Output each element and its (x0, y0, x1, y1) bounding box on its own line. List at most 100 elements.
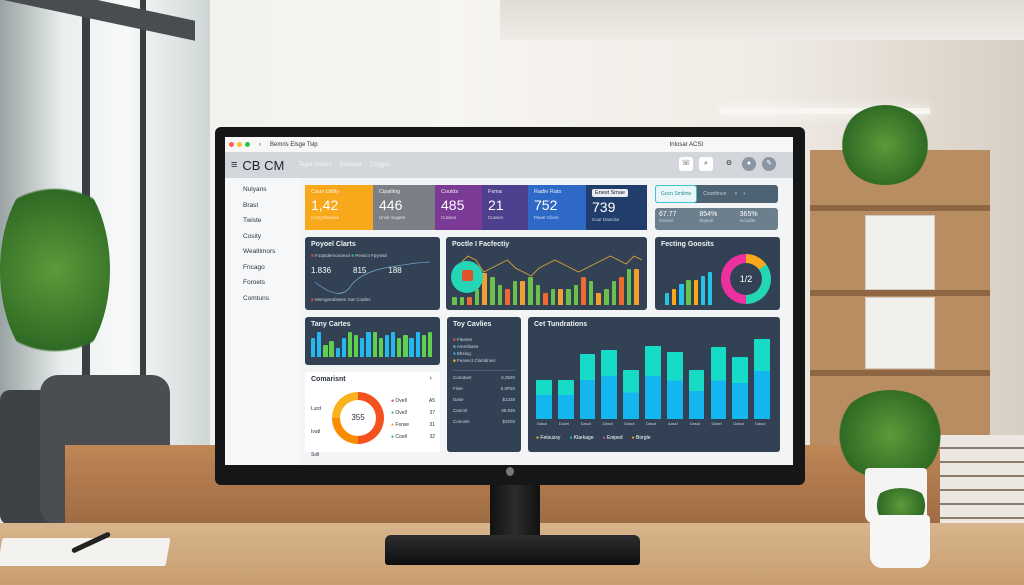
kpi-card[interactable]: Enest Smae 739 Cour Dancise (586, 185, 647, 230)
kpi-card[interactable]: Cipalling 446 Unolr Sogers (373, 185, 435, 230)
kpi-card[interactable]: Radie Rats 752 Paver Cliers (528, 185, 586, 230)
category-label: Dasul (689, 421, 700, 426)
nav-item[interactable]: Cogges (370, 162, 391, 168)
sidebar-item[interactable]: Fncago (243, 263, 265, 271)
search-icon[interactable]: ⌕ (699, 157, 713, 171)
bar (581, 277, 586, 305)
stat: 67.77 Dasner (659, 211, 677, 223)
stat: 365% Incodite (739, 211, 758, 223)
kpi-value: 21 (488, 197, 504, 213)
kpi-value: 739 (592, 199, 616, 215)
kpi-card[interactable]: Fsma 21 Cusses (482, 185, 528, 230)
bar (354, 335, 359, 357)
card-title: Fecting Goosits (661, 241, 714, 248)
factory-trend (452, 255, 642, 277)
bar (535, 285, 541, 305)
kpi-card[interactable]: Coun Utility 1,42 Cong Elursies (305, 185, 373, 230)
sidebar-item[interactable]: Wealtimors (243, 248, 276, 255)
stats-panel: 67.77 Dasner 854% Beplotr 365% Incodite (655, 208, 778, 230)
bar (634, 269, 639, 305)
sidebar-item[interactable]: Foroets (243, 279, 266, 286)
close-dot[interactable] (229, 142, 234, 147)
legend-item: ● Fetsuzsy (536, 435, 561, 441)
kpi-value: 485 (441, 197, 465, 213)
legend-item: ● Borgle (631, 435, 651, 441)
chevron-right-icon[interactable]: › (743, 191, 746, 197)
sidebar-item[interactable]: Nulyans (243, 186, 267, 193)
chevron-right-icon[interactable]: › (429, 375, 432, 382)
factory-card: Poctle I Facfectiy (446, 237, 647, 310)
card-title: Toy Cavlies (453, 321, 492, 328)
sidebar-item[interactable]: Twiste (243, 217, 262, 224)
menu-icon[interactable]: ≡ (231, 159, 238, 171)
app-header: ≡ CB CM Tagsl Haries Dasboar Cogges (225, 152, 793, 178)
trend-line (314, 261, 431, 294)
table-row: Cannsl 39.835 (453, 408, 515, 413)
url-text[interactable]: Inlosar ACSI (669, 141, 703, 148)
bar (397, 338, 402, 357)
settings-icon[interactable]: ⚙ (725, 160, 733, 167)
edit-icon[interactable]: ✎ (762, 157, 776, 171)
bar (528, 277, 533, 305)
bar (360, 338, 365, 357)
bar (604, 289, 609, 305)
right-link[interactable]: Coorthnce (703, 191, 727, 197)
bar (626, 269, 632, 305)
stacked-bar (688, 369, 705, 419)
category-label: Aassl (667, 421, 678, 426)
bar (566, 289, 571, 305)
minimize-dot[interactable] (237, 142, 242, 147)
desk-plant (835, 390, 945, 480)
kpi-sub: Paver Cliers (534, 215, 559, 220)
bar (482, 273, 487, 305)
bar (588, 281, 594, 305)
user-icon[interactable]: ● (742, 157, 756, 171)
bar (329, 341, 334, 357)
forward-icon[interactable]: › (259, 141, 261, 148)
category-label: Dasal (733, 421, 744, 426)
bar (474, 289, 480, 305)
bar (611, 281, 617, 305)
stacked-bar (754, 339, 770, 419)
sidebar-item[interactable]: Comtuns (243, 294, 270, 302)
shelf-plant (840, 105, 930, 185)
stacked-bar (536, 380, 552, 419)
category-label: Dasol (602, 421, 613, 426)
kpi-card[interactable]: Coulds 485 Cusses (435, 185, 482, 230)
sidebar-item[interactable]: Cosity (243, 232, 262, 240)
category-label: Ducel (558, 421, 570, 426)
kpi-label: Coun Utility (311, 189, 340, 195)
circle-icon[interactable]: ○ (734, 191, 738, 197)
kpi-sub: Unolr Sogers (379, 215, 406, 220)
bar (311, 338, 316, 357)
window-frame (140, 0, 146, 400)
kpi-value: 446 (379, 197, 403, 213)
bar (707, 272, 713, 305)
category-label: Dasol (755, 421, 766, 426)
card-title: Poyoel Clarts (311, 241, 356, 248)
bar (573, 285, 579, 305)
fecting-card: Fecting Goosits 1/2 (655, 237, 780, 310)
bar (693, 280, 698, 305)
cet-card: Cet Tundrations Dasol Ducel Dasol Dasol Daso… (528, 317, 780, 452)
nav-item[interactable]: Tagsl Haries (298, 162, 332, 168)
card-title: Tany Cartes (311, 321, 351, 328)
bar (452, 297, 457, 305)
sidebar-item[interactable]: Brast (243, 201, 259, 209)
stat: 854% Beplotr (699, 211, 718, 223)
maximize-dot[interactable] (245, 142, 250, 147)
search-dropdown[interactable]: Gocn Smtime (655, 185, 698, 203)
right-search-bar: Gocn Smtime Coorthnce ○ › (655, 185, 778, 203)
kpi-label: Coulds (441, 189, 459, 195)
tany-card: Tany Cartes (305, 317, 440, 365)
bar (372, 332, 377, 357)
category-label: Dasol (646, 421, 657, 426)
window-plant (0, 170, 110, 370)
bar (550, 289, 556, 305)
kpi-sub: Cong Elursies (311, 215, 340, 220)
phone-icon[interactable]: ☏ (679, 157, 693, 171)
toy-card: Toy Cavlies ■ Fleame ■ Ameribase ■ Ebsin… (447, 317, 521, 452)
factory-line (452, 255, 642, 277)
bar (421, 335, 426, 357)
nav-item[interactable]: Dasboar (339, 162, 363, 168)
